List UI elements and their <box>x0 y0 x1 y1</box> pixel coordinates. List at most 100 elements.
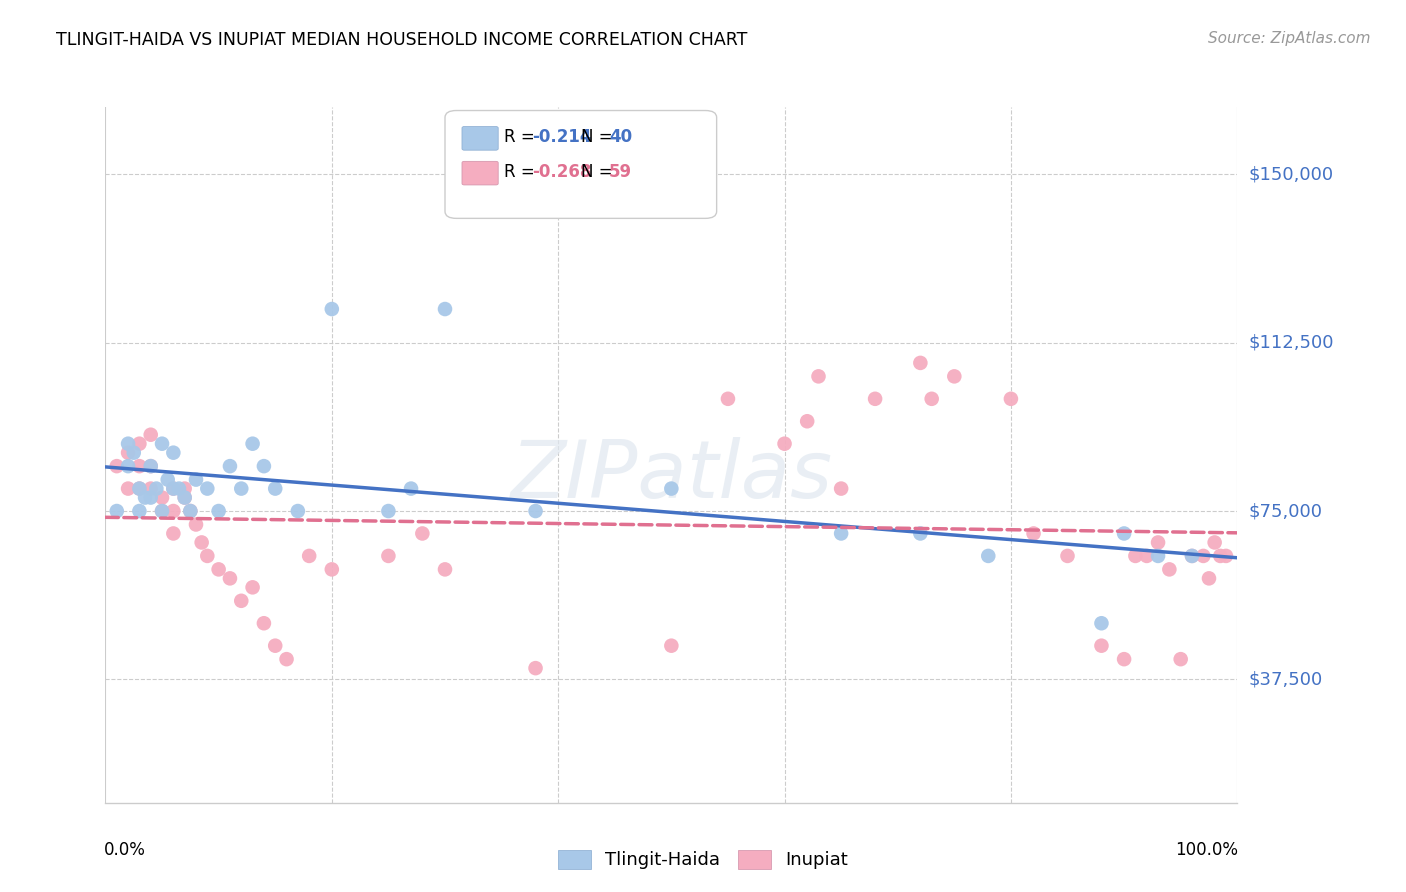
Point <box>162 445 184 459</box>
Point <box>1000 392 1022 406</box>
Point <box>661 482 683 496</box>
Point <box>298 549 321 563</box>
Text: -0.214: -0.214 <box>531 128 592 146</box>
Point <box>219 459 242 474</box>
Point <box>242 436 264 450</box>
Point <box>173 491 195 505</box>
Point <box>173 482 195 496</box>
Point <box>1147 549 1170 563</box>
Point <box>264 639 287 653</box>
Point <box>1192 549 1215 563</box>
Point <box>231 594 253 608</box>
Point <box>1181 549 1204 563</box>
FancyBboxPatch shape <box>463 161 498 185</box>
Point <box>122 445 145 459</box>
Text: ZIPatlas: ZIPatlas <box>510 437 832 515</box>
Point <box>1181 549 1204 563</box>
Point <box>1056 549 1078 563</box>
Point <box>219 571 242 585</box>
Point <box>242 580 264 594</box>
Legend: Tlingit-Haida, Inupiat: Tlingit-Haida, Inupiat <box>550 841 856 879</box>
Point <box>162 526 184 541</box>
Text: 100.0%: 100.0% <box>1175 841 1239 859</box>
Point <box>717 392 740 406</box>
Point <box>1090 639 1112 653</box>
Point <box>1209 549 1232 563</box>
Point <box>1114 652 1136 666</box>
Point <box>139 459 162 474</box>
Point <box>117 482 139 496</box>
Point <box>139 427 162 442</box>
Point <box>208 504 231 518</box>
Point <box>179 504 201 518</box>
Point <box>524 504 547 518</box>
Text: $37,500: $37,500 <box>1249 671 1323 689</box>
Point <box>661 639 683 653</box>
Point <box>134 491 156 505</box>
Text: 59: 59 <box>609 162 633 181</box>
Point <box>411 526 433 541</box>
Point <box>830 526 852 541</box>
Point <box>117 459 139 474</box>
Point <box>184 517 207 532</box>
Point <box>1204 535 1226 549</box>
Point <box>1125 549 1147 563</box>
Point <box>208 562 231 576</box>
Point <box>276 652 298 666</box>
Point <box>1198 571 1220 585</box>
Point <box>321 301 343 316</box>
Point <box>433 301 456 316</box>
Point <box>139 459 162 474</box>
FancyBboxPatch shape <box>444 111 717 219</box>
Text: -0.268: -0.268 <box>531 162 592 181</box>
Point <box>1090 616 1112 631</box>
Point <box>231 482 253 496</box>
Text: 40: 40 <box>609 128 633 146</box>
Point <box>150 491 173 505</box>
Point <box>162 504 184 518</box>
Point <box>796 414 818 428</box>
Point <box>128 482 150 496</box>
Point <box>117 436 139 450</box>
Point <box>167 482 190 496</box>
Point <box>139 491 162 505</box>
Point <box>128 459 150 474</box>
Text: TLINGIT-HAIDA VS INUPIAT MEDIAN HOUSEHOLD INCOME CORRELATION CHART: TLINGIT-HAIDA VS INUPIAT MEDIAN HOUSEHOL… <box>56 31 748 49</box>
Point <box>433 562 456 576</box>
Point <box>105 459 128 474</box>
Point <box>139 482 162 496</box>
Point <box>1159 562 1181 576</box>
Point <box>1136 549 1159 563</box>
Point <box>399 482 422 496</box>
Text: 0.0%: 0.0% <box>104 841 146 859</box>
Point <box>807 369 830 384</box>
Text: R =: R = <box>503 128 540 146</box>
Point <box>910 526 932 541</box>
Point <box>179 504 201 518</box>
Point <box>128 482 150 496</box>
Text: $150,000: $150,000 <box>1249 165 1333 184</box>
Point <box>145 482 167 496</box>
Point <box>1170 652 1192 666</box>
Point <box>195 482 218 496</box>
Text: Source: ZipAtlas.com: Source: ZipAtlas.com <box>1208 31 1371 46</box>
Point <box>184 473 207 487</box>
Text: R =: R = <box>503 162 540 181</box>
Point <box>105 504 128 518</box>
Point <box>943 369 966 384</box>
Point <box>128 436 150 450</box>
Point <box>377 549 399 563</box>
Point <box>162 482 184 496</box>
Point <box>253 459 276 474</box>
Point <box>321 562 343 576</box>
Point <box>150 436 173 450</box>
Point <box>377 504 399 518</box>
Text: N =: N = <box>581 128 617 146</box>
Point <box>1022 526 1045 541</box>
Point <box>977 549 1000 563</box>
Y-axis label: Median Household Income: Median Household Income <box>0 345 8 565</box>
Point <box>156 473 179 487</box>
Point <box>162 482 184 496</box>
FancyBboxPatch shape <box>463 127 498 150</box>
Point <box>150 504 173 518</box>
